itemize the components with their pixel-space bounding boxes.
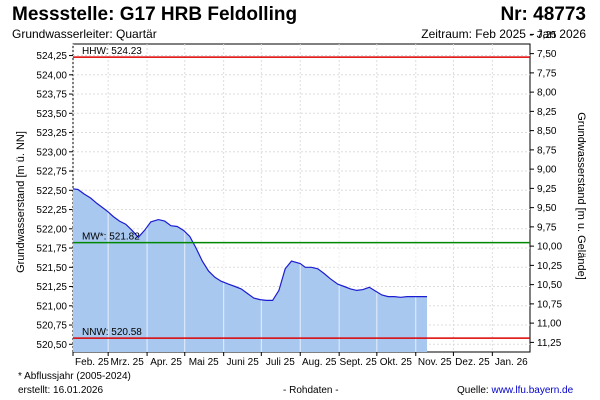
page-title: Messstelle: G17 HRB Feldolling [12,4,298,25]
y-tick-label: 521,50 [36,263,67,274]
reference-label-nnw: NNW: 520.58 [82,327,142,338]
y2-tick-label: 9,50 [537,203,557,214]
y-tick-label: 522,50 [36,186,67,197]
y-tick-label: 524,25 [36,51,67,62]
created-date: erstellt: 16.01.2026 [18,385,104,396]
y-tick-label: 522,25 [36,205,67,216]
y2-tick-label: 8,25 [537,107,557,118]
rawdata-label: - Rohdaten - [283,385,339,396]
source-link[interactable]: www.lfu.bayern.de [491,385,574,396]
y2-tick-label: 9,75 [537,222,557,233]
y2-tick-label: 7,25 [537,30,557,41]
y-tick-label: 521,00 [36,301,67,312]
y-tick-label: 521,25 [36,282,67,293]
y2-tick-label: 8,00 [537,88,557,99]
source-label: Quelle: [457,385,489,396]
y-tick-label: 522,75 [36,167,67,178]
x-tick-label: Feb. 25 [75,357,109,368]
x-tick-label: Mai 25 [189,357,219,368]
x-tick-label: Apr. 25 [150,357,182,368]
y-axis-label: Grundwasserstand [m ü. NN] [15,131,27,273]
y-tick-label: 523,75 [36,90,67,101]
y2-tick-label: 10,25 [537,261,562,272]
footnote-abflussjahr: * Abflussjahr (2005-2024) [18,371,131,382]
aquifer-label: Grundwasserleiter: Quartär [12,27,157,41]
y-tick-label: 522,00 [36,224,67,235]
series-area [73,188,428,352]
x-tick-label: Mrz. 25 [110,357,144,368]
y-tick-label: 523,50 [36,109,67,120]
x-tick-label: Juni 25 [227,357,260,368]
y2-tick-label: 10,00 [537,242,562,253]
y2-axis-label: Grundwasserstand [m u. Gelände] [575,112,587,280]
y-tick-label: 523,00 [36,147,67,158]
x-tick-label: Juli 25 [266,357,295,368]
y2-tick-label: 7,75 [537,68,557,79]
y2-tick-label: 11,25 [537,338,562,349]
y2-tick-label: 8,50 [537,126,557,137]
y2-tick-label: 10,75 [537,299,562,310]
x-tick-label: Nov. 25 [418,357,452,368]
y-tick-label: 524,00 [36,70,67,81]
reference-label-mw: MW*: 521.82 [82,232,140,243]
y-tick-label: 520,75 [36,321,67,332]
x-tick-label: Jan. 26 [495,357,528,368]
x-tick-label: Dez. 25 [455,357,490,368]
station-number: Nr: 48773 [500,4,586,25]
y2-tick-label: 7,50 [537,49,557,60]
series-line [72,188,427,301]
y2-tick-label: 10,50 [537,280,562,291]
y2-tick-label: 8,75 [537,145,557,156]
y-tick-label: 521,75 [36,244,67,255]
y2-tick-label: 11,00 [537,319,562,330]
y-tick-label: 520,50 [36,340,67,351]
y2-tick-label: 9,25 [537,184,557,195]
y-tick-label: 523,25 [36,128,67,139]
x-tick-label: Aug. 25 [302,357,337,368]
x-tick-label: Sept. 25 [340,357,378,368]
x-tick-label: Okt. 25 [380,357,413,368]
source-info: Quelle: www.lfu.bayern.de [457,385,573,396]
y2-tick-label: 9,00 [537,165,557,176]
period-label: Zeitraum: Feb 2025 - Jan 2026 [421,27,586,41]
reference-label-hhw: HHW: 524.23 [82,46,142,57]
